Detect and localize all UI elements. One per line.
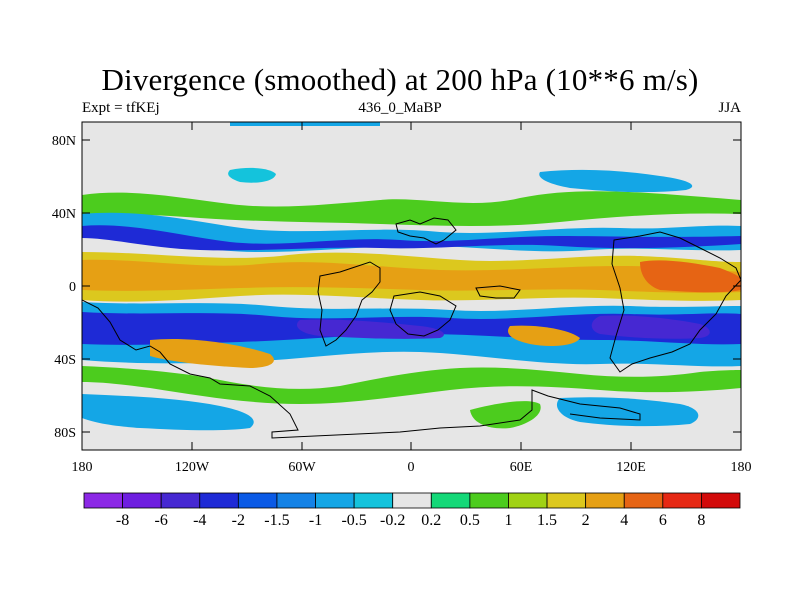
x-tick-label: 120E <box>616 460 646 475</box>
band-south-deepblue <box>296 319 444 339</box>
legend-label: 4 <box>620 512 628 529</box>
legend-label: 2 <box>582 512 590 529</box>
legend-swatch <box>122 492 162 509</box>
legend-swatch <box>392 492 432 509</box>
band-top-edge <box>230 122 380 126</box>
band-southern-orange-west <box>150 338 274 368</box>
legend-swatch <box>315 492 355 509</box>
x-tick-label: 60W <box>288 460 316 475</box>
y-tick-label: 40N <box>52 207 76 222</box>
legend-label: -1.5 <box>264 512 289 529</box>
legend-label: -8 <box>116 512 129 529</box>
legend-swatch <box>160 492 201 509</box>
band-southern-green <box>82 366 741 404</box>
y-tick-label: 40S <box>54 353 76 368</box>
band-far-south-blue <box>82 394 254 431</box>
x-tick-label: 120W <box>175 460 210 475</box>
x-tick-label: 0 <box>408 460 415 475</box>
legend-swatch <box>585 492 625 509</box>
legend-swatch <box>83 492 123 509</box>
legend-label: 0.5 <box>460 512 480 529</box>
y-tick-label: 80S <box>54 426 76 441</box>
legend-swatch <box>199 492 239 509</box>
legend-swatch <box>662 492 702 509</box>
y-tick-labels: 80N 40N 0 40S 80S <box>52 134 76 441</box>
band-polar-cyan-west <box>228 167 276 183</box>
band-south-deepblue-east <box>591 315 710 339</box>
legend-label: -0.5 <box>341 512 366 529</box>
legend-label: -6 <box>155 512 168 529</box>
x-tick-labels: 180 120W 60W 0 60E 120E 180 <box>72 460 752 475</box>
map-title: Divergence (smoothed) at 200 hPa (10**6 … <box>101 62 699 97</box>
band-far-south-blue-east <box>556 397 699 427</box>
legend-swatch <box>508 492 548 509</box>
y-tick-label: 0 <box>69 280 76 295</box>
experiment-label: Expt = tfKEj <box>82 100 160 116</box>
legend-swatch <box>701 492 741 509</box>
legend-swatch <box>276 492 316 509</box>
legend-swatch <box>546 492 587 509</box>
season-label: JJA <box>718 100 741 116</box>
x-tick-label: 180 <box>72 460 93 475</box>
band-tropical-red <box>640 260 741 293</box>
band-southern-orange-east <box>508 325 580 346</box>
legend-label: 8 <box>697 512 705 529</box>
band-tropical-orange <box>82 259 741 293</box>
legend-label: -4 <box>193 512 206 529</box>
legend-swatch <box>623 492 664 509</box>
legend-swatch <box>353 492 394 509</box>
legend-label: 6 <box>659 512 667 529</box>
band-far-south-green <box>470 401 541 429</box>
color-legend <box>83 492 741 509</box>
band-polar-cyan <box>539 169 693 193</box>
axis-ticks <box>81 122 742 450</box>
legend-label: -1 <box>309 512 322 529</box>
legend-label: 1.5 <box>537 512 557 529</box>
legend-swatch <box>430 492 471 509</box>
legend-swatch <box>469 492 509 509</box>
x-tick-label: 60E <box>510 460 533 475</box>
band-north-green <box>82 191 741 226</box>
legend-label: -2 <box>232 512 245 529</box>
legend-labels: -8 -6 -4 -2 -1.5 -1 -0.5 -0.2 0.2 0.5 1 1.5 2 4 6 8 <box>116 512 705 529</box>
band-north-darkblue <box>82 225 741 251</box>
contour-field <box>82 122 741 439</box>
legend-label: 1 <box>504 512 512 529</box>
y-tick-label: 80N <box>52 134 76 149</box>
legend-label: -0.2 <box>380 512 405 529</box>
x-tick-label: 180 <box>731 460 752 475</box>
legend-swatch <box>237 492 278 509</box>
run-label: 436_0_MaBP <box>358 100 442 116</box>
coastlines <box>82 217 741 439</box>
legend-label: 0.2 <box>421 512 441 529</box>
